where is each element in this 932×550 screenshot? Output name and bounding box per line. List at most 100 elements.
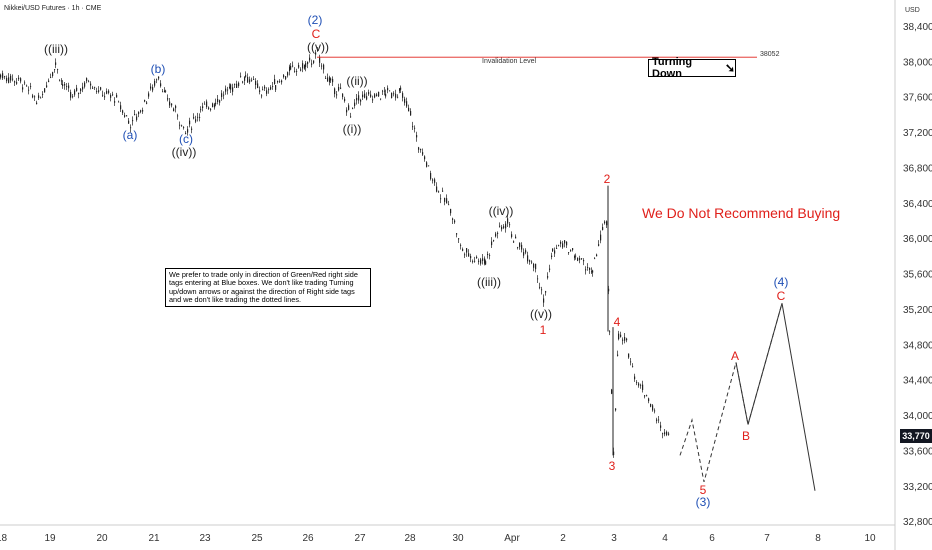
candle [575, 255, 577, 257]
candle [84, 82, 86, 87]
candle [317, 50, 319, 52]
x-tick-label: 7 [764, 533, 770, 544]
candle [638, 383, 640, 386]
candle [61, 80, 63, 82]
x-tick-label: 19 [44, 533, 56, 544]
candle [162, 91, 164, 93]
candle [525, 250, 527, 253]
candle [281, 80, 283, 83]
candle [596, 254, 598, 257]
candle [48, 80, 50, 83]
candle [418, 147, 420, 150]
candle [617, 354, 619, 356]
candle [28, 89, 30, 91]
candle [564, 240, 566, 244]
candle [438, 191, 440, 193]
candle [114, 101, 116, 103]
candle [165, 90, 167, 92]
candle [624, 337, 626, 341]
candle [660, 425, 662, 428]
candle [609, 331, 611, 333]
candle [380, 98, 382, 100]
candle [450, 208, 452, 214]
candle [412, 126, 414, 128]
candle [315, 52, 317, 55]
candle [212, 103, 214, 108]
x-tick-label: 20 [96, 533, 108, 544]
candle [395, 93, 397, 98]
y-tick-label: 36,800 [903, 163, 932, 174]
candle [311, 63, 313, 65]
wave-label: (a) [123, 128, 138, 142]
x-tick-label: 21 [148, 533, 160, 544]
candle [20, 78, 22, 82]
candle [232, 87, 234, 92]
candle [478, 260, 480, 262]
candle [208, 107, 210, 109]
candle [348, 105, 350, 110]
candle [90, 83, 92, 86]
candle [537, 278, 539, 280]
candle [44, 88, 46, 93]
candle [558, 244, 560, 246]
candle [70, 92, 72, 98]
candle [144, 99, 146, 102]
candle [323, 64, 325, 70]
candle [495, 233, 497, 237]
candle [511, 234, 513, 238]
candle [26, 85, 28, 87]
candle [290, 65, 292, 70]
candle [292, 65, 294, 67]
wave-label: (3) [696, 495, 711, 509]
candle [552, 248, 554, 252]
candle [360, 99, 362, 102]
candle [124, 115, 126, 117]
candle [598, 244, 600, 246]
candle [164, 90, 166, 93]
candle [96, 91, 98, 92]
candle [74, 90, 76, 95]
candle [350, 116, 352, 118]
candle [30, 86, 32, 87]
candle [142, 110, 144, 112]
candle [130, 127, 132, 129]
candle [285, 76, 287, 80]
candle [309, 57, 311, 61]
x-tick-label: 8 [815, 533, 821, 544]
candle [462, 249, 464, 251]
candle [585, 269, 587, 271]
candle [551, 255, 553, 258]
wave-label: ((iv)) [172, 145, 197, 159]
candle [307, 61, 309, 65]
candle [128, 120, 130, 124]
candle [591, 271, 593, 273]
x-tick-label: 28 [404, 533, 416, 544]
candle [305, 63, 307, 68]
candle [187, 129, 189, 133]
candle [485, 261, 487, 265]
wave-label: ((v)) [530, 307, 552, 321]
candle [400, 87, 402, 90]
wave-label: B [742, 429, 750, 443]
candle [227, 89, 229, 91]
candle [545, 291, 547, 293]
candle [175, 105, 177, 109]
candle [202, 106, 204, 108]
candle [255, 80, 257, 85]
candle [16, 82, 18, 84]
candle [391, 92, 393, 99]
candle [618, 333, 620, 340]
candle [664, 432, 666, 435]
candle [642, 384, 644, 390]
candle [652, 405, 654, 411]
candle [622, 339, 624, 341]
candle [221, 93, 223, 97]
candle [279, 81, 281, 83]
candle [219, 100, 221, 103]
candle [134, 114, 136, 116]
candle [370, 94, 372, 97]
candle [410, 111, 412, 116]
candle [204, 103, 206, 105]
candle [108, 90, 110, 93]
